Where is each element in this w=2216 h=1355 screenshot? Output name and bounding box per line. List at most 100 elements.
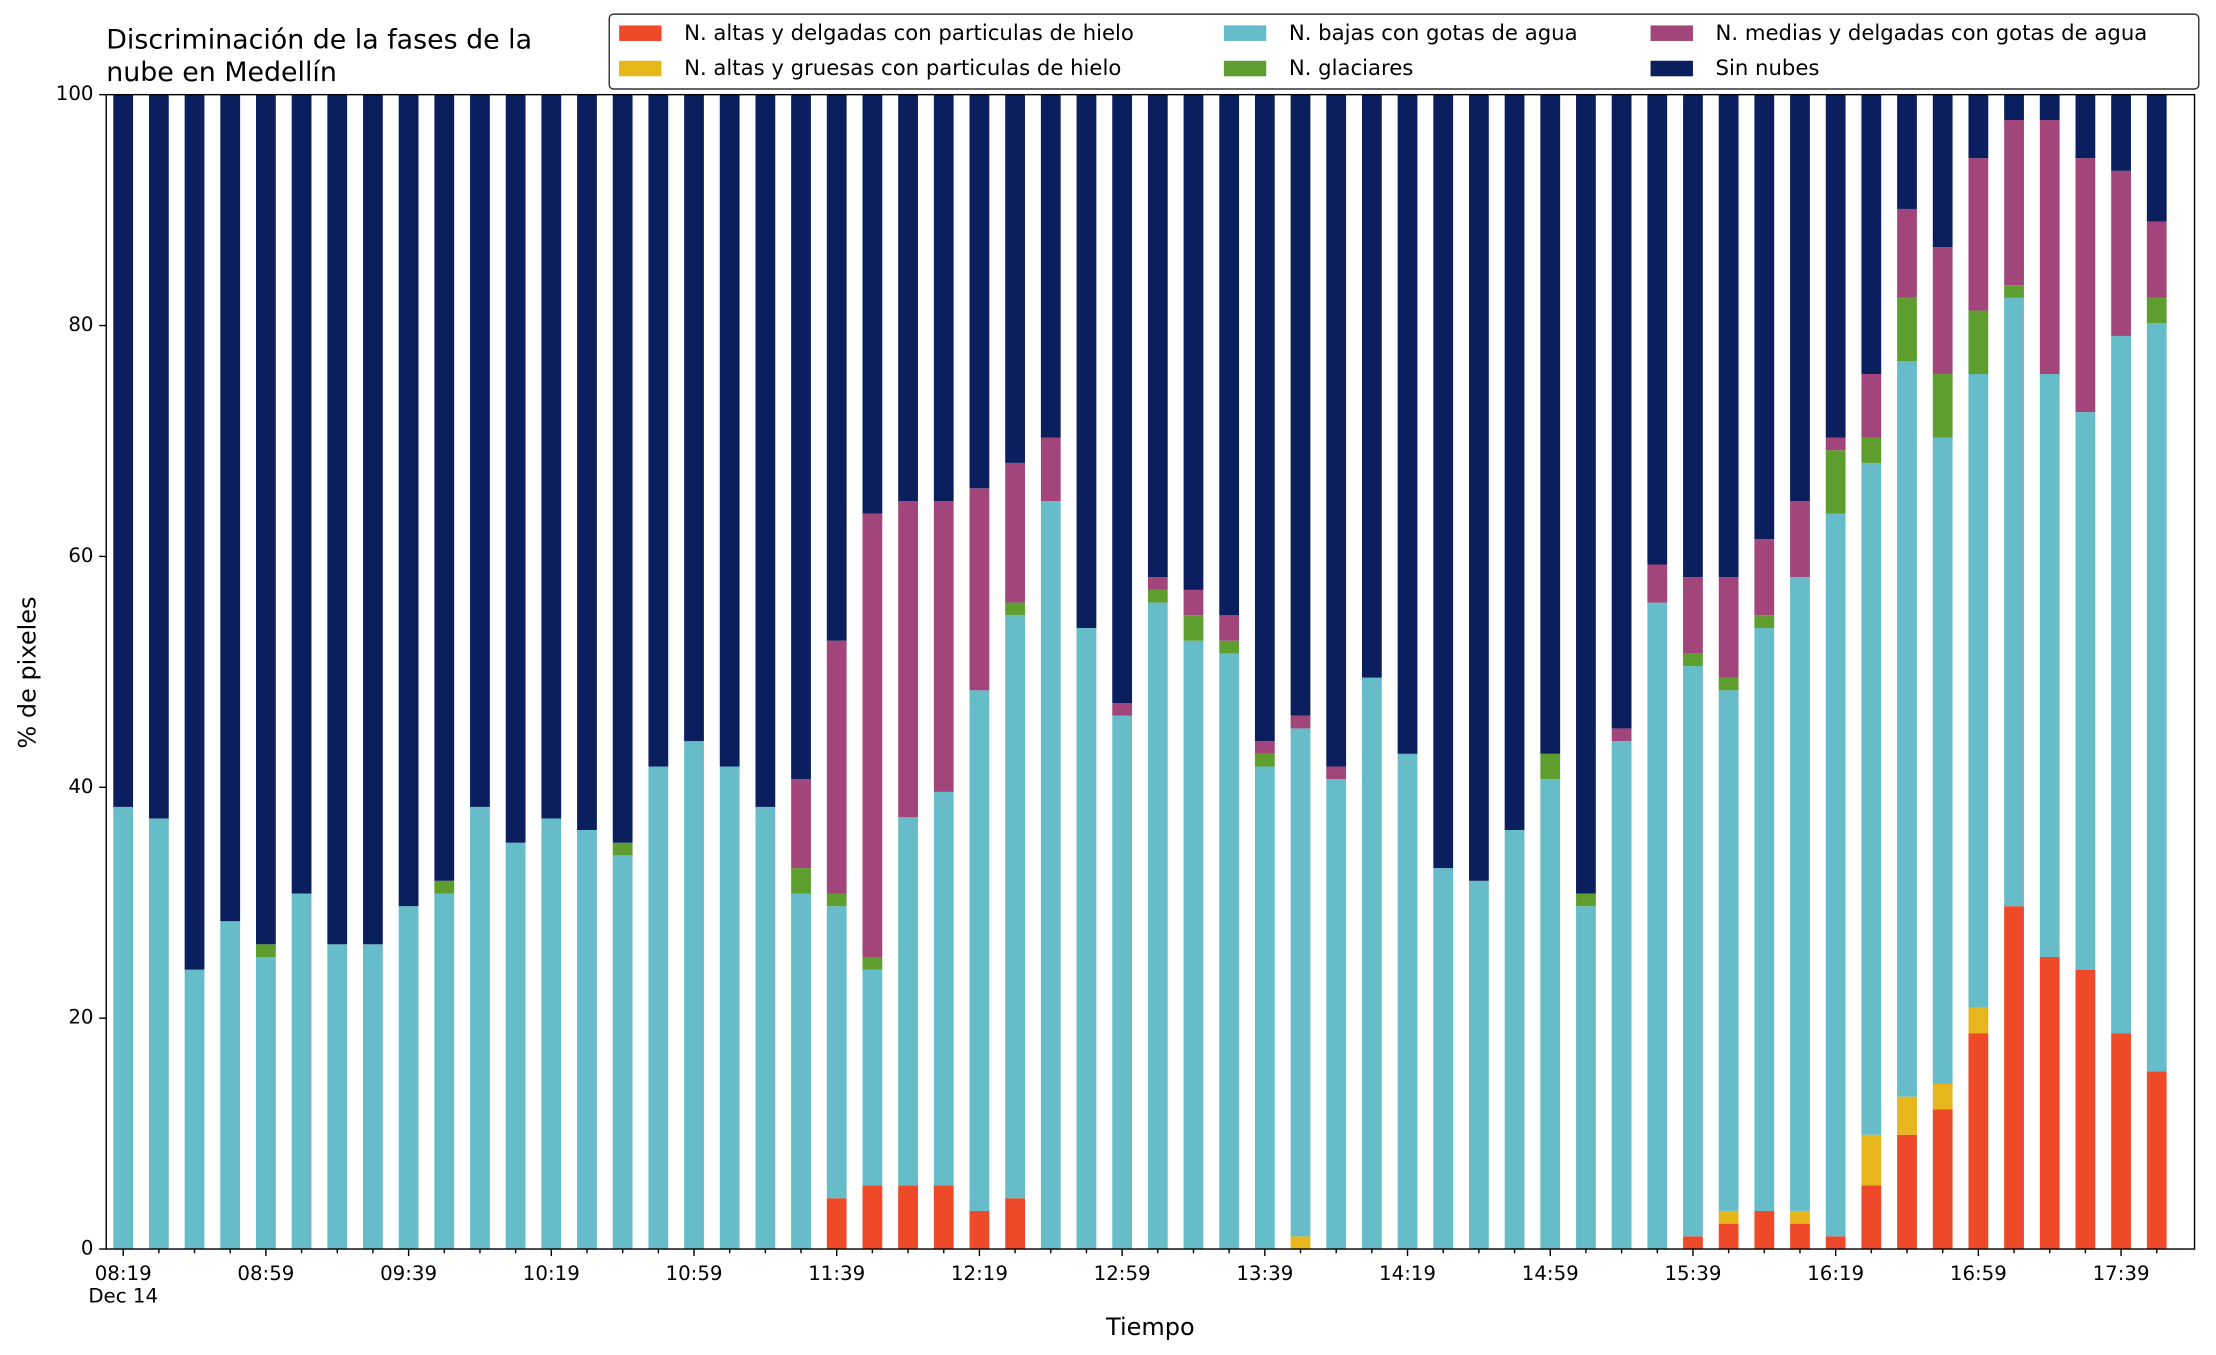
bar-segment [1611,728,1632,742]
bar-segment [2111,94,2131,171]
bar-segment [2146,297,2167,324]
bar-segment [291,893,312,1250]
bar-segment [1754,627,1775,1211]
bar-segment [434,94,455,881]
bar-segment [1932,247,1953,375]
bar-segment [1932,1083,1953,1110]
bar-segment [327,94,348,945]
x-tick-label: 16:19 [1807,1262,1864,1285]
bar-segment [1968,158,1989,311]
x-tick-label: 16:59 [1950,1262,2007,1285]
bar-segment [1825,94,1846,438]
bar-segment [1290,1236,1311,1250]
bar-segment [1147,602,1168,1250]
legend-swatch [1223,60,1267,77]
bar-segment [2146,94,2167,222]
bar-segment [505,94,526,843]
bar-segment [648,94,669,767]
bar-segment [1576,906,1596,1250]
bar-segment [791,94,811,780]
bar-segment [826,1198,847,1250]
bar-segment [1397,753,1418,1250]
bar-segment [862,1185,883,1250]
bar-segment [1005,462,1025,603]
bar-segment [1861,94,1882,375]
bar-segment [1040,437,1061,502]
bar-segment [148,818,169,1250]
bar-segment [1540,94,1561,754]
bar-segment [1504,94,1525,830]
bar-segment [969,690,990,1211]
bar-segment [1718,690,1739,1211]
bar-segment [1005,94,1025,463]
bar-segment [1968,1033,1989,1250]
bar-segment [1254,94,1275,742]
bar-segment [1754,94,1775,540]
bar-segment [1647,94,1668,565]
bar-segment [755,806,776,1250]
bar-segment [1576,94,1596,894]
legend-label: N. glaciares [1289,55,1413,80]
bar-segment [505,842,526,1250]
bar-segment [1290,728,1311,1237]
bar-segment [363,944,383,1250]
bar-segment [1861,462,1882,1135]
bar-segment [577,829,597,1250]
bar-segment [1683,94,1703,578]
bar-segment [434,893,455,1250]
bar-segment [1754,615,1775,628]
legend-label: N. bajas con gotas de agua [1289,20,1578,45]
bar-segment [1897,361,1917,1097]
bar-segment [862,513,883,957]
bar-segment [898,94,918,502]
bar-segment [898,817,918,1186]
bar-segment [826,94,847,641]
bar-segment [826,906,847,1199]
bar-segment [1718,1210,1739,1224]
bar-segment [1932,374,1953,438]
bar-segment [2146,221,2167,298]
bar-segment [612,842,633,856]
bar-segment [1504,829,1525,1250]
bar-segment [1469,94,1489,881]
bar-segment [933,94,954,502]
bar-segment [933,1185,954,1250]
bar-segment [1683,666,1703,1237]
legend-swatch [1650,25,1693,41]
bar-segment [470,94,490,807]
legend-label: N. altas y gruesas con particulas de hie… [684,55,1121,80]
bar-segment [969,1210,990,1250]
x-tick-label: 11:39 [808,1262,865,1285]
bar-segment [1005,615,1025,1199]
bar-segment [1611,741,1632,1250]
bar-segment [1397,94,1418,754]
bar-segment [1112,703,1133,716]
bar-segment [826,893,847,907]
bar-segment [933,501,954,792]
bar-segment [1861,1134,1882,1186]
y-tick-label: 20 [68,1006,93,1029]
x-tick-label: 15:39 [1664,1262,1721,1285]
bar-segment [434,880,455,894]
bar-segment [1147,577,1168,590]
bar-segment [1147,94,1168,578]
bar-segment [148,94,169,819]
bar-segment [755,94,776,807]
bar-segment [2111,1033,2131,1250]
bar-segment [2111,170,2131,336]
bar-segment [2075,158,2096,413]
bar-segment [2004,906,2024,1250]
bar-segment [933,791,954,1186]
bar-segment [1968,310,1989,375]
bar-segment [648,766,669,1250]
bar-segment [2075,94,2096,159]
x-tick-label: 08:19 [95,1262,152,1285]
bar-segment [1326,766,1347,780]
bar-segment [612,855,633,1250]
bar-segment [541,818,562,1250]
legend-label: Sin nubes [1716,55,1820,80]
bar-segment [2039,94,2060,121]
bar-segment [1290,94,1311,716]
bar-segment [1718,94,1739,578]
